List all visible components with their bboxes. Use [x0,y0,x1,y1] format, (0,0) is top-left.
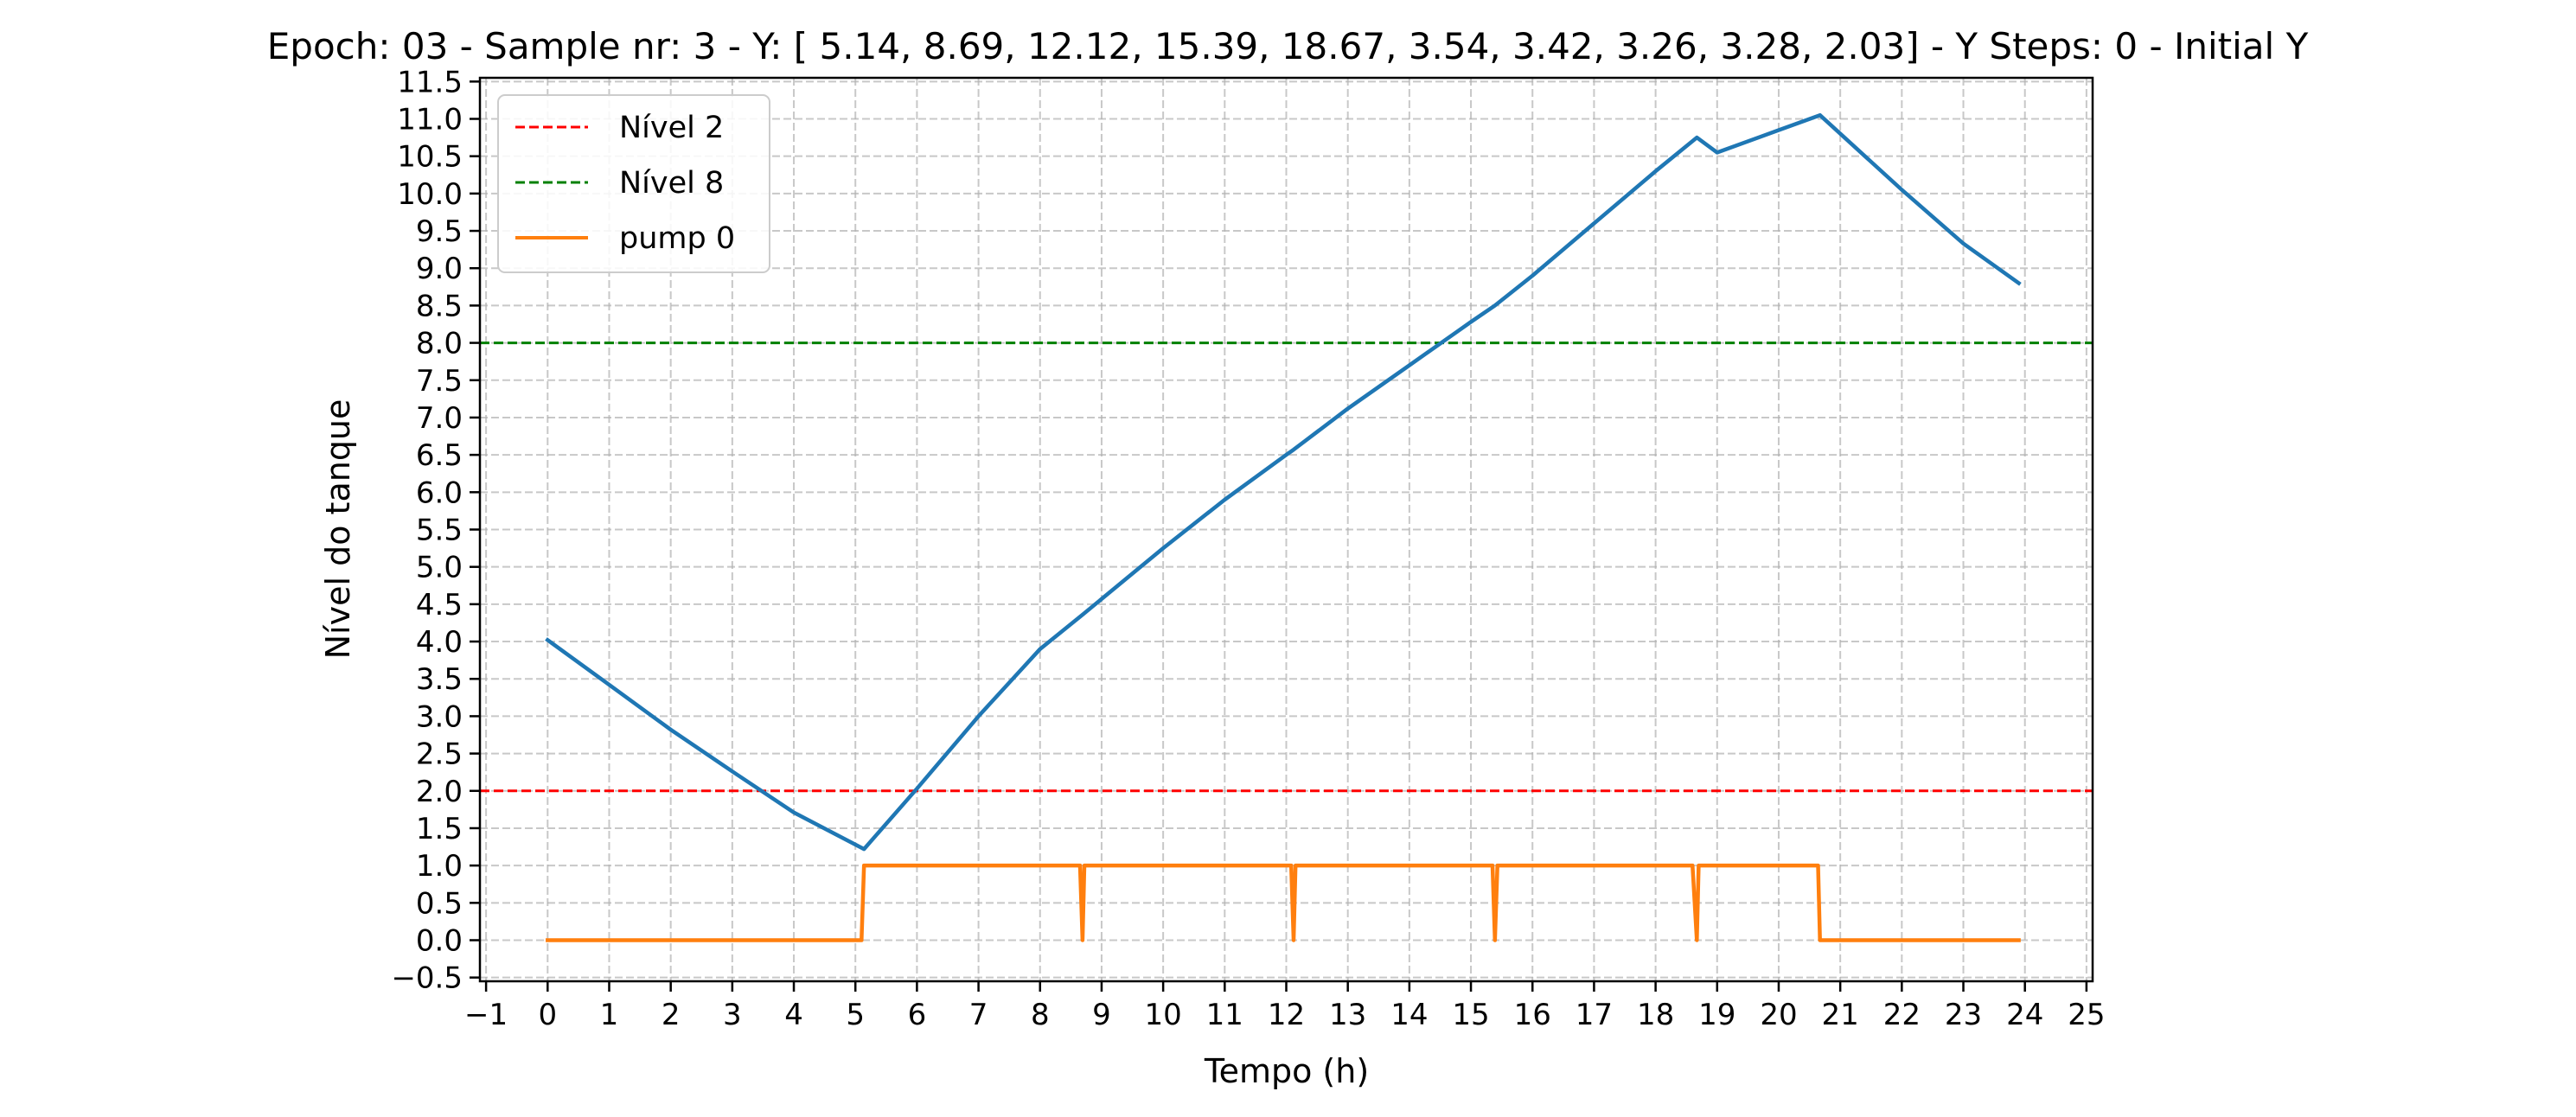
x-tick-label: 0 [538,998,557,1032]
x-tick-label: 12 [1268,998,1305,1032]
y-tick-label: 7.5 [416,364,463,399]
x-tick-label: 15 [1452,998,1489,1032]
series-lines [545,112,2022,942]
y-tick-label: 11.0 [397,103,463,137]
legend: Nível 2 Nível 8 pump 0 [497,94,770,273]
x-tick-label: 9 [1092,998,1111,1032]
x-tick-label: 19 [1698,998,1735,1032]
y-axis-label: Nível do tanque [319,399,357,660]
legend-box [497,94,770,273]
threshold-lines [480,341,2093,793]
y-tick-label: 4.5 [416,588,463,622]
x-tick-label: 25 [2068,998,2105,1032]
y-tick-label: 8.5 [416,289,463,323]
x-tick-label: 10 [1145,998,1182,1032]
y-tick-label: 6.5 [416,438,463,473]
y-tick-label: 9.0 [416,252,463,286]
x-axis-label: Tempo (h) [1204,1052,1369,1090]
y-axis: −0.50.00.51.01.52.02.53.03.54.04.55.05.5… [391,65,480,996]
x-tick-label: 4 [784,998,803,1032]
series-line-4 [546,863,2021,942]
x-tick-label: 17 [1576,998,1613,1032]
y-tick-label: 10.5 [397,140,463,175]
y-tick-label: 11.5 [397,65,463,99]
y-tick-label: 3.5 [416,662,463,697]
grid [480,78,2093,981]
y-tick-label: 7.0 [416,401,463,436]
x-tick-label: 8 [1031,998,1050,1032]
x-tick-label: 14 [1390,998,1428,1032]
y-tick-label: 0.5 [416,886,463,921]
y-tick-label: 1.5 [416,812,463,846]
x-tick-label: 6 [908,998,927,1032]
y-tick-label: 6.0 [416,476,463,510]
x-tick-label: 21 [1822,998,1859,1032]
x-tick-label: 1 [600,998,619,1032]
x-tick-label: 11 [1206,998,1243,1032]
x-tick-label: 5 [846,998,865,1032]
y-tick-label: 4.0 [416,625,463,660]
x-tick-label: 20 [1760,998,1797,1032]
legend-label-pump-0: pump 0 [619,221,735,256]
y-tick-label: 5.0 [416,551,463,585]
y-tick-label: 9.5 [416,214,463,249]
x-tick-label: 13 [1329,998,1366,1032]
y-tick-label: 3.0 [416,699,463,734]
x-tick-label: −1 [464,998,508,1032]
y-tick-label: 1.0 [416,849,463,884]
legend-label-nivel-2: Nível 2 [619,111,724,145]
y-tick-label: 10.0 [397,177,463,212]
y-tick-label: 0.0 [416,924,463,959]
y-tick-label: 8.0 [416,327,463,361]
x-tick-label: 16 [1514,998,1551,1032]
x-tick-label: 3 [723,998,742,1032]
x-tick-label: 23 [1945,998,1982,1032]
y-tick-label: 5.5 [416,514,463,548]
x-axis: −1 0 1 2 3 4 5 6 7 8 9 10 11 12 13 14 15 16 17 18 19 20 21 22 23… [464,981,2106,1032]
y-tick-label: 2.5 [416,737,463,772]
x-tick-label: 7 [969,998,988,1032]
x-tick-label: 24 [2006,998,2043,1032]
x-tick-label: 18 [1637,998,1674,1032]
y-tick-label: −0.5 [391,961,463,996]
legend-label-nivel-8: Nível 8 [619,166,724,201]
x-tick-label: 2 [662,998,681,1032]
chart-title: Epoch: 03 - Sample nr: 3 - Y: [ 5.14, 8.… [267,25,2309,67]
series-line-3 [545,112,2022,852]
x-tick-label: 22 [1883,998,1921,1032]
y-tick-label: 2.0 [416,775,463,809]
